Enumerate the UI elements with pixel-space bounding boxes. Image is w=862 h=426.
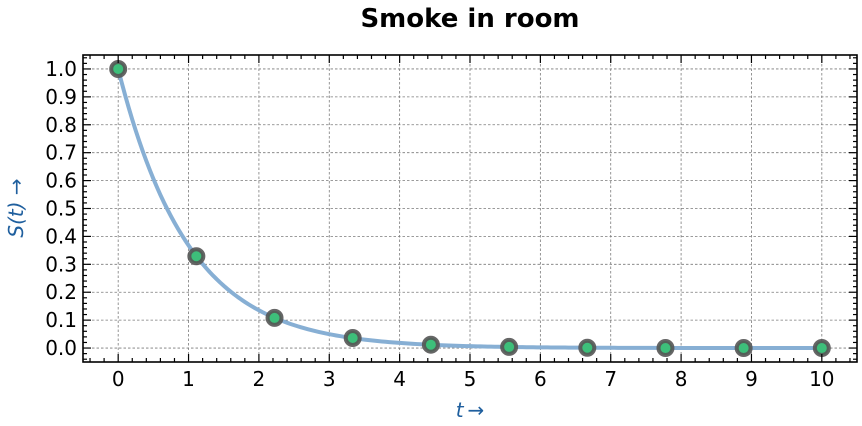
x-tick-label: 8: [675, 367, 688, 391]
data-point: [812, 339, 831, 358]
x-axis-label: t →: [456, 398, 485, 422]
y-tick-label: 1.0: [45, 57, 77, 81]
ticks: [83, 55, 857, 362]
y-tick-label: 0.5: [45, 197, 77, 221]
y-tick-label: 0.3: [45, 252, 77, 276]
y-tick-label: 0.0: [45, 336, 77, 360]
y-tick-label: 0.2: [45, 280, 77, 304]
x-tick-label: 2: [253, 367, 266, 391]
data-point: [500, 337, 519, 356]
y-tick-label: 0.9: [45, 85, 77, 109]
x-tick-label: 0: [112, 367, 125, 391]
marker-layer: [109, 59, 831, 358]
y-tick-label: 0.7: [45, 141, 77, 165]
data-point: [109, 59, 128, 78]
data-point: [187, 247, 206, 266]
x-tick-label: 7: [604, 367, 617, 391]
tick-labels: 0 1 2 3 4 5 6 7 8 9 10 0.0 0.1 0.2 0.3 0.4 0.5 0.6 0.7 0.8 0…: [45, 57, 834, 391]
x-tick-label: 3: [323, 367, 336, 391]
x-tick-label: 1: [182, 367, 195, 391]
data-point: [578, 338, 597, 357]
x-tick-label: 5: [464, 367, 477, 391]
grid: [83, 55, 857, 362]
y-tick-label: 0.8: [45, 113, 77, 137]
series-curve: [116, 66, 824, 351]
y-tick-label: 0.6: [45, 169, 77, 193]
data-point: [343, 328, 362, 347]
y-tick-label: 0.4: [45, 224, 77, 248]
x-tick-label: 10: [809, 367, 834, 391]
curve-layer: [116, 66, 824, 351]
x-tick-label: 6: [534, 367, 547, 391]
y-axis-label: S(t) →: [4, 178, 28, 237]
data-point: [421, 335, 440, 354]
chart-title: Smoke in room: [360, 4, 579, 34]
y-tick-label: 0.1: [45, 308, 77, 332]
data-point: [656, 339, 675, 358]
x-tick-label: 9: [745, 367, 758, 391]
data-point: [265, 308, 284, 327]
data-point: [734, 339, 753, 358]
x-tick-label: 4: [393, 367, 406, 391]
